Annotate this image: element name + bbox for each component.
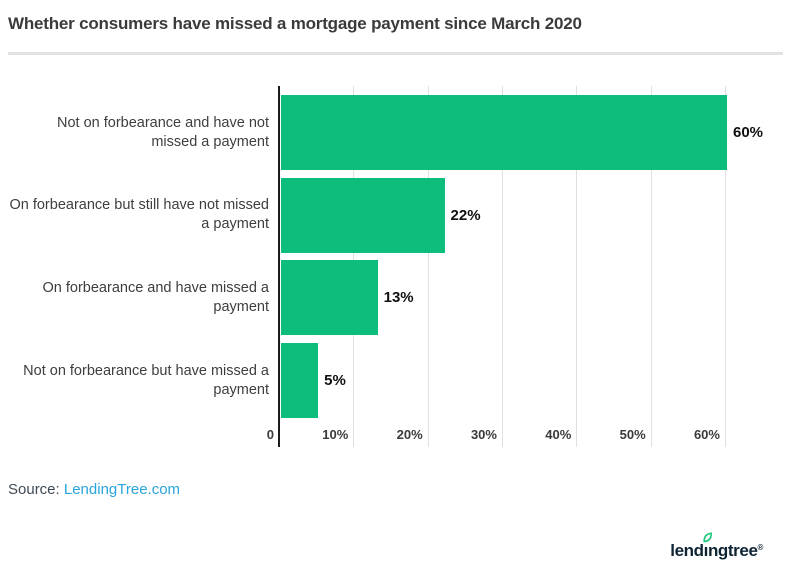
x-tick-label: 40%	[545, 427, 572, 442]
source-prefix: Source:	[8, 481, 64, 498]
bar-value-label: 22%	[450, 206, 481, 224]
chart-title: Whether consumers have missed a mortgage…	[8, 14, 582, 33]
gridline	[501, 86, 503, 447]
logo-text-pre: lend	[670, 541, 704, 560]
category-label: Not on forbearance and have not missed a…	[56, 114, 269, 150]
leaf-icon	[702, 532, 712, 543]
bar	[281, 343, 319, 419]
x-tick-label: 10%	[322, 427, 349, 442]
gridline	[427, 86, 429, 447]
bar-value-label: 5%	[324, 372, 346, 390]
gridline	[724, 86, 726, 447]
registered-mark: ®	[757, 543, 764, 552]
gridline	[650, 86, 652, 447]
logo-text-post: ngtree	[707, 541, 758, 560]
lendingtree-logo: lendı ngtree®	[670, 532, 764, 561]
x-tick-label: 50%	[619, 427, 646, 442]
bar	[281, 260, 378, 336]
category-label: On forbearance and have missed a payment	[42, 279, 270, 315]
x-tick-label: 0	[266, 427, 274, 442]
title-divider	[8, 52, 783, 55]
bar-value-label: 60%	[732, 124, 764, 141]
category-label: On forbearance but still have not missed…	[9, 197, 269, 233]
x-tick-label: 20%	[396, 427, 423, 442]
source-line: Source: LendingTree.com	[8, 481, 180, 498]
bar	[281, 95, 727, 170]
gridline	[576, 86, 578, 447]
plot-area: 0 10% 20% 30% 40% 50% 60% Not on forbearance an…	[0, 86, 791, 447]
bar-value-label: 13%	[383, 289, 414, 307]
logo-letter-i: ı	[702, 532, 712, 561]
bar	[281, 177, 445, 253]
x-tick-label: 60%	[693, 427, 720, 442]
y-axis-line	[278, 86, 280, 447]
source-link[interactable]: LendingTree.com	[63, 481, 181, 498]
category-label: Not on forbearance but have missed a pay…	[23, 362, 269, 398]
x-tick-label: 30%	[470, 427, 497, 442]
